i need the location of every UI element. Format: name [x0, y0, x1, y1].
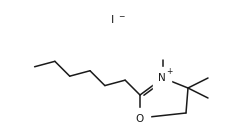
Text: N: N	[158, 73, 165, 83]
Text: +: +	[165, 67, 172, 75]
Text: I: I	[111, 15, 114, 25]
Text: O: O	[135, 114, 143, 124]
Text: −: −	[117, 13, 124, 21]
